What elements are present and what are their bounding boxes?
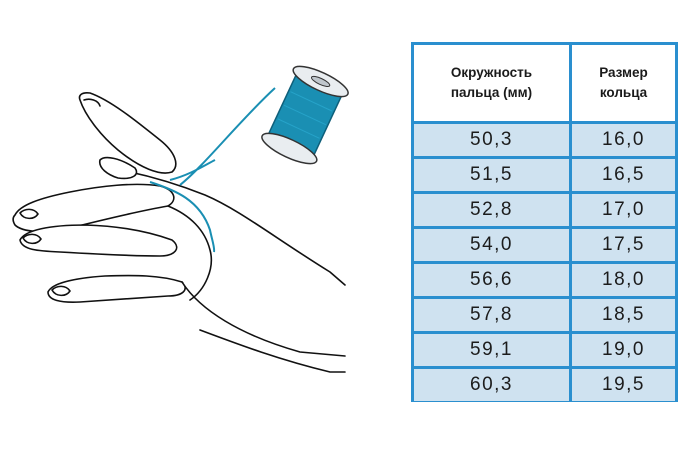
hand-illustration [12, 65, 349, 373]
table-row: 57,8 18,5 [414, 299, 675, 334]
header-divider [414, 121, 675, 124]
ring-size-cell: 19,5 [572, 369, 675, 401]
ring-size-cell: 16,0 [572, 124, 675, 156]
table-row: 52,8 17,0 [414, 194, 675, 229]
header-ring-size: Размер кольца [599, 65, 648, 100]
ring-size-cell: 17,0 [572, 194, 675, 226]
thread-spool-icon [261, 65, 349, 165]
ring-size-cell: 18,0 [572, 264, 675, 296]
table-row: 50,3 16,0 [414, 124, 675, 159]
finger-circumference-cell: 60,3 [414, 369, 569, 401]
table-row: 56,6 18,0 [414, 264, 675, 299]
hand-icon [12, 92, 346, 373]
table-row: 51,5 16,5 [414, 159, 675, 194]
thread-line [149, 87, 276, 253]
finger-circumference-cell: 54,0 [414, 229, 569, 261]
finger-circumference-cell: 52,8 [414, 194, 569, 226]
ring-size-cell: 16,5 [572, 159, 675, 191]
header-finger-circumference: Окружность пальца (мм) [450, 65, 533, 100]
table-row: 54,0 17,5 [414, 229, 675, 264]
finger-circumference-cell: 59,1 [414, 334, 569, 366]
ring-size-cell: 19,0 [572, 334, 675, 366]
finger-circumference-cell: 57,8 [414, 299, 569, 331]
finger-circumference-cell: 51,5 [414, 159, 569, 191]
ring-size-table: Окружность пальца (мм) Размер кольца 50,… [411, 42, 678, 402]
column-divider [569, 45, 572, 399]
table-header: Окружность пальца (мм) Размер кольца [414, 45, 675, 121]
ring-size-cell: 17,5 [572, 229, 675, 261]
ring-size-cell: 18,5 [572, 299, 675, 331]
finger-circumference-cell: 56,6 [414, 264, 569, 296]
table-row: 59,1 19,0 [414, 334, 675, 369]
finger-circumference-cell: 50,3 [414, 124, 569, 156]
table-body: 50,3 16,0 51,5 16,5 52,8 17,0 54,0 17,5 … [414, 124, 675, 401]
table-row: 60,3 19,5 [414, 369, 675, 401]
